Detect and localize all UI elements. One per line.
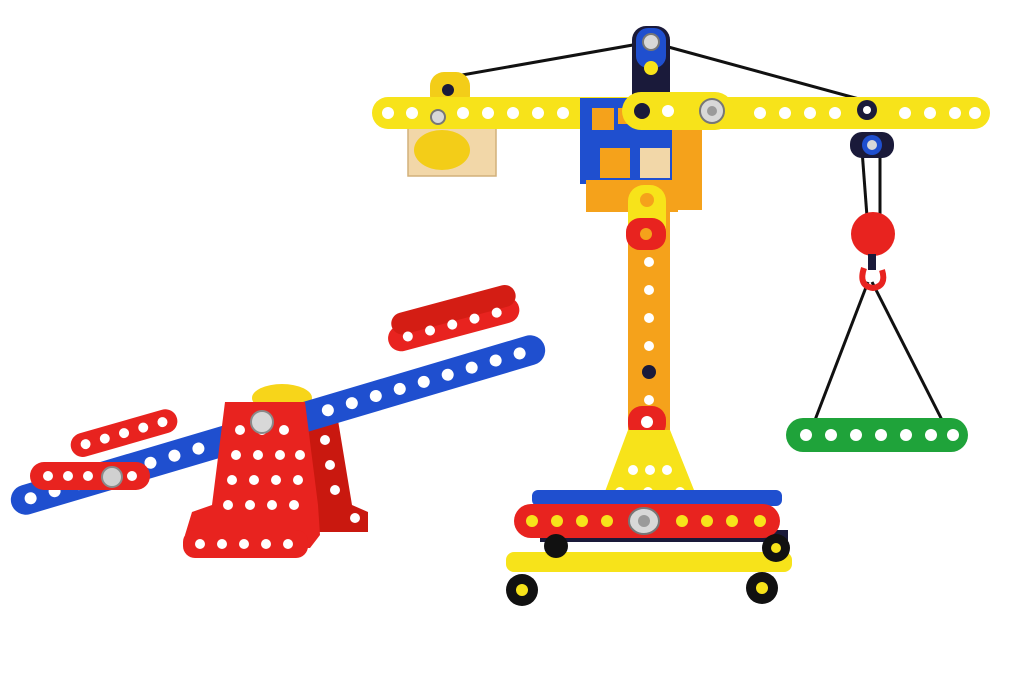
hook-icon [859, 267, 887, 292]
seesaw-front-stand [183, 402, 360, 558]
crane-mast [626, 185, 670, 460]
crane-upper-arm [622, 92, 734, 130]
hook-weight [851, 212, 895, 256]
crane-cables [444, 40, 944, 421]
green-load-beam [786, 418, 968, 452]
crane-wheels [506, 534, 790, 606]
bolt-icon [250, 410, 274, 434]
crane-chassis [506, 490, 792, 572]
seesaw [10, 285, 546, 558]
wheel-icon [544, 534, 568, 558]
bolt-icon [101, 466, 123, 488]
crane [372, 26, 990, 606]
hook-assembly [850, 132, 895, 292]
seesaw-right-seat [388, 285, 520, 352]
bolt-icon [430, 109, 446, 125]
seesaw-left-seat [30, 409, 178, 490]
counterweight-block [407, 127, 497, 177]
